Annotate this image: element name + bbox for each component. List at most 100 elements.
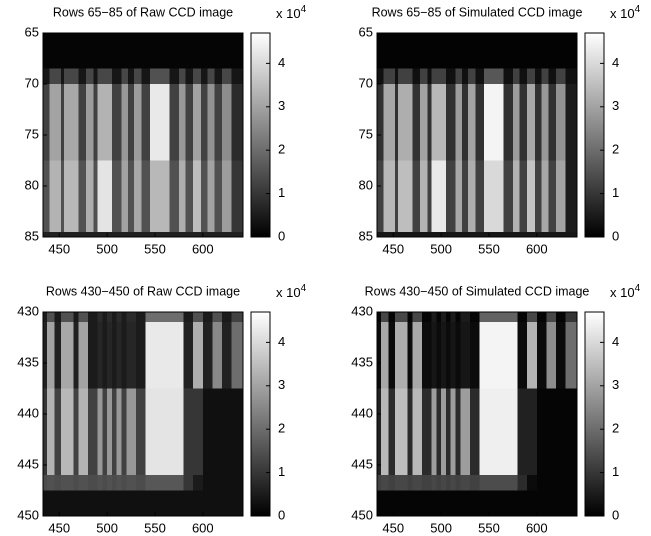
heat-cell	[377, 33, 385, 70]
heat-cell	[212, 490, 223, 517]
heat-cell	[111, 160, 122, 233]
colorbar	[584, 311, 605, 517]
heat-cell	[49, 33, 62, 70]
heat-cell	[193, 322, 204, 389]
heat-cell	[412, 231, 421, 238]
heat-cell	[116, 388, 122, 476]
heat-cell	[200, 231, 208, 238]
heat-cell	[555, 322, 566, 389]
y-tick-label: 450	[351, 507, 373, 522]
heat-cell	[102, 475, 108, 491]
heat-cell	[178, 33, 186, 70]
heat-cell	[469, 312, 480, 323]
x-tick-label: 500	[96, 241, 118, 256]
heat-cell	[73, 312, 79, 323]
heat-cell	[436, 475, 442, 491]
heat-cell	[445, 160, 456, 233]
colorbar-tick-label: 4	[612, 334, 619, 349]
heat-cell	[212, 388, 223, 476]
heat-cell	[431, 33, 447, 70]
heat-cell	[565, 490, 578, 517]
heat-cell	[427, 231, 432, 238]
heat-cell	[202, 312, 213, 323]
panel-title: Rows 430−450 of Simulated CCD image	[365, 284, 590, 298]
heat-cell	[212, 475, 223, 491]
heat-cell	[231, 160, 244, 233]
heat-cell	[407, 475, 413, 491]
heat-cell	[97, 475, 103, 491]
panel: Rows 430−450 of Simulated CCD image 450 50…	[351, 283, 640, 536]
heat-cell	[116, 475, 122, 491]
heat-cell	[78, 322, 89, 389]
heat-cell	[87, 475, 98, 491]
heat-cell	[73, 475, 79, 491]
heat-cell	[412, 68, 421, 85]
heat-cell	[555, 312, 566, 323]
heat-cell	[421, 490, 432, 517]
heat-cell	[407, 322, 413, 389]
heat-cell	[467, 84, 476, 161]
colorbar-multiplier: x 104	[276, 4, 307, 22]
heat-cell	[54, 388, 62, 476]
heat-cell	[193, 231, 202, 238]
heat-cell	[46, 322, 55, 389]
x-tick-label: 550	[144, 241, 166, 256]
heat-cell	[420, 84, 429, 161]
colorbar-tick-label: 1	[612, 464, 619, 479]
heat-cell	[383, 231, 396, 238]
heat-cell	[565, 33, 578, 70]
heat-cell	[388, 312, 396, 323]
heat-cell	[555, 160, 566, 233]
heat-cell	[469, 388, 480, 476]
heat-cell	[207, 231, 215, 238]
heat-cell	[61, 231, 65, 238]
heat-cell	[519, 160, 528, 233]
heat-cell	[546, 388, 557, 476]
heat-cell	[380, 490, 389, 517]
heat-cell	[97, 312, 103, 323]
x-tick-label: 600	[526, 241, 548, 256]
colorbar-multiplier: x 104	[276, 283, 307, 301]
heat-cell	[61, 84, 65, 161]
heat-cell	[111, 33, 122, 70]
heat-cell	[111, 475, 118, 491]
heat-cell	[86, 231, 95, 238]
heat-cell	[86, 68, 95, 85]
heat-cell	[43, 160, 51, 233]
heat-cell	[221, 322, 232, 389]
x-tick-label: 500	[96, 520, 118, 535]
y-tick-label: 445	[17, 456, 39, 471]
heat-cell	[541, 84, 549, 161]
x-tick-label: 600	[192, 241, 214, 256]
heat-cell	[200, 33, 208, 70]
heat-cell	[128, 84, 135, 161]
heat-cell	[479, 475, 519, 491]
colorbar-multiplier-exponent: 4	[635, 283, 641, 294]
x-tick-label: 450	[48, 241, 70, 256]
heat-cell	[412, 160, 421, 233]
heat-cell	[455, 490, 461, 517]
colorbar-multiplier-base: x 10	[276, 6, 301, 21]
colorbar-tick-label: 3	[612, 377, 619, 392]
heat-cell	[46, 490, 55, 517]
heat-cell	[460, 388, 471, 476]
colorbar-tick-label: 4	[278, 334, 285, 349]
colorbar-tick-label: 2	[278, 142, 285, 157]
heat-cell	[121, 231, 129, 238]
heat-cell	[517, 312, 528, 323]
heat-cell	[78, 231, 87, 238]
y-tick-label: 75	[359, 126, 373, 141]
heat-cell	[412, 490, 423, 517]
heat-cell	[527, 68, 536, 85]
heat-cell	[145, 490, 185, 517]
colorbar-tick-label: 3	[612, 98, 619, 113]
heat-cell	[73, 388, 79, 476]
heat-cell	[445, 490, 452, 517]
heat-cell	[445, 68, 456, 85]
colorbar-tick-label: 2	[612, 421, 619, 436]
heat-cell	[126, 322, 137, 389]
colorbar-multiplier-base: x 10	[610, 6, 635, 21]
heat-cell	[221, 388, 232, 476]
heat-cell	[102, 388, 108, 476]
colorbar-tick-label: 1	[612, 185, 619, 200]
